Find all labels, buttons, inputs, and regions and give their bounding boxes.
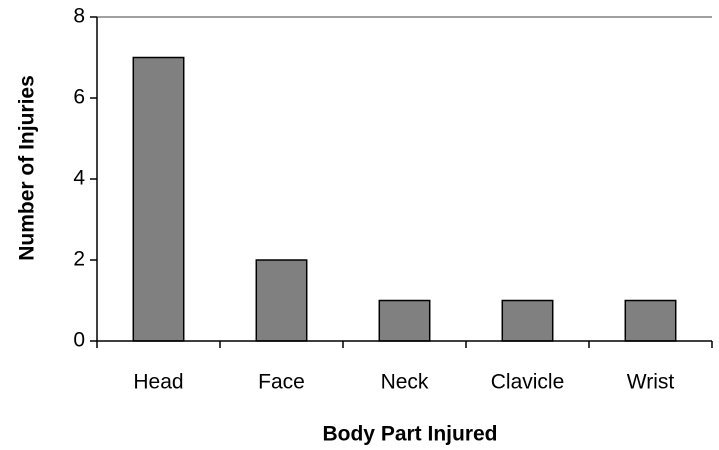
bar [378,299,431,342]
bar [132,56,185,342]
x-tick-label: Head [133,371,183,394]
y-tick-label: 6 [73,86,85,109]
y-tick-label: 4 [73,167,85,190]
y-tick-label: 2 [73,248,85,271]
bar [255,259,308,342]
x-tick-label: Wrist [627,371,675,394]
x-tick-label: Clavicle [491,371,565,394]
bar [624,299,677,342]
bar [501,299,554,342]
x-axis-title: Body Part Injured [322,423,497,446]
y-tick-label: 8 [73,5,85,28]
y-axis-title: Number of Injuries [16,75,39,261]
y-tick-label: 0 [73,329,85,352]
x-tick-label: Face [258,371,305,394]
x-tick-label: Neck [381,371,429,394]
